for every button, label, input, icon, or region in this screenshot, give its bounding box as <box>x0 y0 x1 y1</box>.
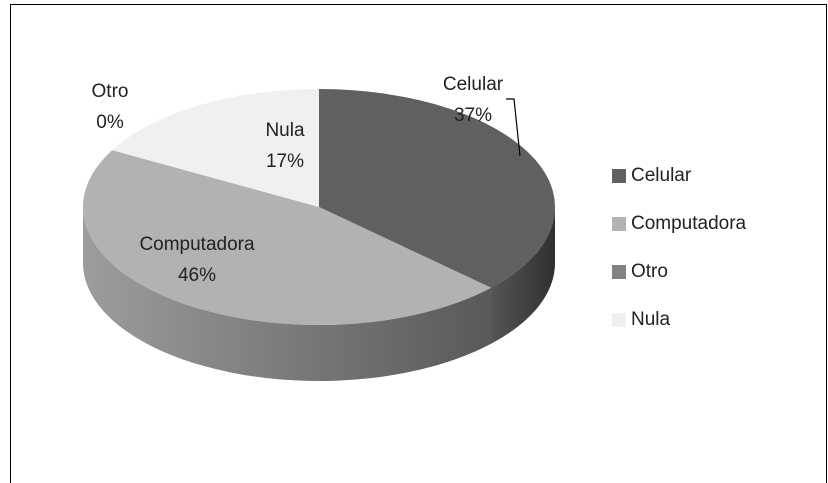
slice <box>319 89 555 288</box>
chart-frame <box>10 4 827 483</box>
legend-label: Nula <box>631 309 671 330</box>
data-labels: Celular 37% Computadora 46% Otro 0% Nula 17% <box>92 74 504 286</box>
slice <box>112 89 319 207</box>
slice <box>83 150 492 325</box>
pie-sides <box>83 207 555 381</box>
data-label-name: Otro <box>92 81 129 102</box>
pie-tops <box>83 89 555 325</box>
data-label-value: 0% <box>96 112 124 133</box>
legend: Celular Computadora Otro Nula <box>612 165 747 330</box>
legend-swatch <box>612 313 626 327</box>
slice-side-shade <box>491 207 555 344</box>
legend-label: Celular <box>631 165 692 186</box>
data-label-name: Computadora <box>139 234 255 255</box>
legend-label: Otro <box>631 261 668 282</box>
data-label-value: 37% <box>454 105 492 126</box>
data-label-value: 46% <box>178 265 216 286</box>
legend-swatch <box>612 265 626 279</box>
data-label-name: Nula <box>265 120 305 141</box>
slice-side-shade <box>83 207 492 381</box>
data-label-name: Celular <box>443 74 504 95</box>
data-label-value: 17% <box>266 151 304 172</box>
legend-label: Computadora <box>631 213 747 234</box>
legend-swatch <box>612 217 626 231</box>
leader-line <box>506 98 521 157</box>
legend-swatch <box>612 169 626 183</box>
